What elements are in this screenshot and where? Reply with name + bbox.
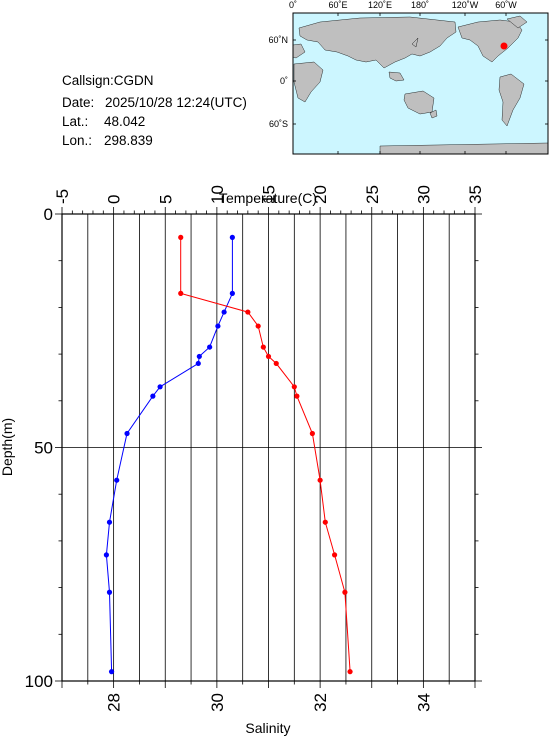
salinity-data-point — [309, 430, 315, 437]
temperature-data-point — [229, 234, 235, 240]
salinity-data-point — [342, 589, 348, 595]
temperature-data-point — [229, 290, 235, 296]
temperature-data-point — [114, 477, 120, 483]
temperature-data-point — [124, 430, 130, 437]
world-map: 0˚ 60˚E 120˚E 180˚ 120˚W 60˚W 60˚N 0˚ 60… — [268, 0, 549, 155]
temperature-data-point — [106, 589, 113, 595]
salinity-data-point — [347, 669, 353, 675]
temperature-tick-label: 10 — [208, 185, 227, 204]
salinity-data-point — [317, 477, 323, 483]
temperature-tick-label: 25 — [363, 185, 382, 204]
temperature-axis-title: Temperature(C) — [219, 190, 317, 206]
temperature-data-point — [103, 552, 109, 558]
salinity-axis-title: Salinity — [245, 720, 290, 736]
temperature-data-point — [195, 360, 201, 367]
temperature-series — [103, 234, 235, 675]
station-location-marker — [500, 42, 508, 50]
temperature-data-point — [196, 353, 202, 360]
lon-label: Lon.: — [62, 133, 92, 148]
depth-tick-label: 50 — [34, 439, 53, 458]
map-lon-label: 120˚W — [452, 0, 479, 10]
salinity-tick-label: 34 — [414, 693, 433, 712]
map-lon-label: 60˚E — [328, 0, 347, 10]
salinity-data-point — [291, 384, 297, 390]
map-lon-label: 60˚W — [495, 0, 517, 10]
map-lon-label: 0˚ — [289, 0, 297, 10]
temperature-tick-label: 20 — [311, 185, 330, 204]
temperature-data-point — [157, 384, 163, 390]
salinity-data-point — [322, 519, 328, 525]
temperature-data-point — [215, 323, 221, 329]
map-lon-label: 180˚ — [411, 0, 429, 10]
salinity-data-point — [265, 353, 272, 360]
map-lat-label: 60˚N — [268, 35, 288, 45]
temperature-tick-label: -5 — [53, 189, 72, 204]
salinity-data-point — [245, 309, 251, 315]
map-top-labels: 0˚ 60˚E 120˚E 180˚ 120˚W 60˚W — [289, 0, 517, 10]
salinity-data-point — [273, 360, 279, 367]
temperature-tick-label: 5 — [156, 195, 175, 204]
temperature-tick-label: 35 — [466, 185, 485, 204]
depth-axis-title: Depth(m) — [0, 418, 15, 476]
map-side-labels: 60˚N 0˚ 60˚S — [268, 35, 288, 129]
salinity-data-point — [331, 552, 338, 558]
data-series — [103, 234, 353, 675]
map-lon-label: 120˚E — [368, 0, 392, 10]
map-frame — [292, 12, 549, 155]
temperature-data-point — [150, 393, 156, 399]
salinity-data-point — [178, 290, 184, 296]
temperature-data-point — [106, 519, 113, 525]
temperature-data-point — [221, 309, 227, 315]
temperature-tick-label: 30 — [414, 185, 433, 204]
salinity-data-point — [255, 323, 261, 329]
temperature-data-point — [207, 344, 213, 350]
plot-frame — [61, 213, 476, 682]
lat-label: Lat.: — [62, 114, 88, 129]
salinity-tick-label: 30 — [208, 693, 227, 712]
salinity-profile-line — [180, 237, 351, 672]
depth-tick-label: 100 — [25, 672, 53, 691]
temperature-data-point — [108, 669, 115, 675]
lon-value: 298.839 — [104, 133, 153, 148]
salinity-tick-label: 28 — [105, 693, 124, 712]
salinity-data-point — [260, 344, 266, 350]
depth-tick-label: 0 — [44, 205, 53, 224]
map-lat-label: 60˚S — [269, 119, 288, 129]
date-label: Date: — [62, 95, 94, 110]
map-lat-label: 0˚ — [280, 76, 288, 86]
callsign-text: Callsign:CGDN — [62, 73, 154, 88]
salinity-tick-label: 32 — [311, 693, 330, 712]
salinity-series — [178, 234, 353, 675]
info-panel: Callsign:CGDN Date: 2025/10/28 12:24(UTC… — [62, 73, 247, 148]
lat-value: 48.042 — [104, 114, 145, 129]
temperature-tick-label: 0 — [105, 195, 124, 204]
date-value: 2025/10/28 12:24(UTC) — [105, 95, 247, 110]
map-tick-marks — [292, 13, 549, 154]
salinity-data-point — [178, 234, 184, 240]
temperature-tick-label: 15 — [260, 185, 279, 204]
salinity-data-point — [294, 393, 300, 399]
